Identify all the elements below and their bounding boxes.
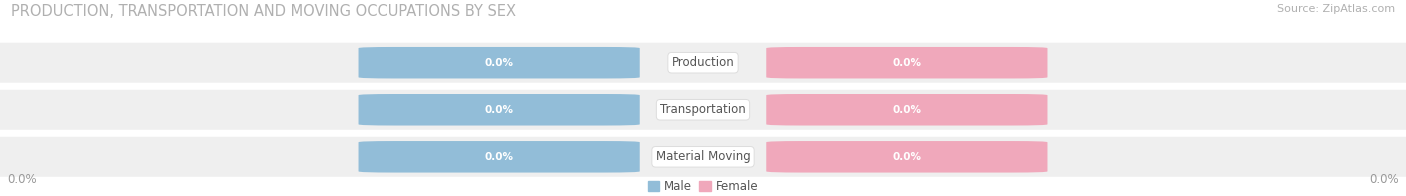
FancyBboxPatch shape [0,137,1406,177]
Text: 0.0%: 0.0% [7,173,37,186]
Text: 0.0%: 0.0% [485,58,513,68]
FancyBboxPatch shape [766,141,1047,172]
Legend: Male, Female: Male, Female [643,175,763,196]
Text: Material Moving: Material Moving [655,150,751,163]
Text: Transportation: Transportation [661,103,745,116]
Text: 0.0%: 0.0% [1369,173,1399,186]
FancyBboxPatch shape [359,141,640,172]
Text: 0.0%: 0.0% [893,152,921,162]
Text: Source: ZipAtlas.com: Source: ZipAtlas.com [1277,4,1395,14]
FancyBboxPatch shape [766,47,1047,78]
FancyBboxPatch shape [359,94,640,125]
FancyBboxPatch shape [359,47,640,78]
Text: 0.0%: 0.0% [485,152,513,162]
Text: 0.0%: 0.0% [485,105,513,115]
Text: PRODUCTION, TRANSPORTATION AND MOVING OCCUPATIONS BY SEX: PRODUCTION, TRANSPORTATION AND MOVING OC… [11,4,516,19]
Text: 0.0%: 0.0% [893,105,921,115]
Text: 0.0%: 0.0% [893,58,921,68]
FancyBboxPatch shape [0,43,1406,83]
FancyBboxPatch shape [766,94,1047,125]
FancyBboxPatch shape [0,90,1406,130]
Text: Production: Production [672,56,734,69]
